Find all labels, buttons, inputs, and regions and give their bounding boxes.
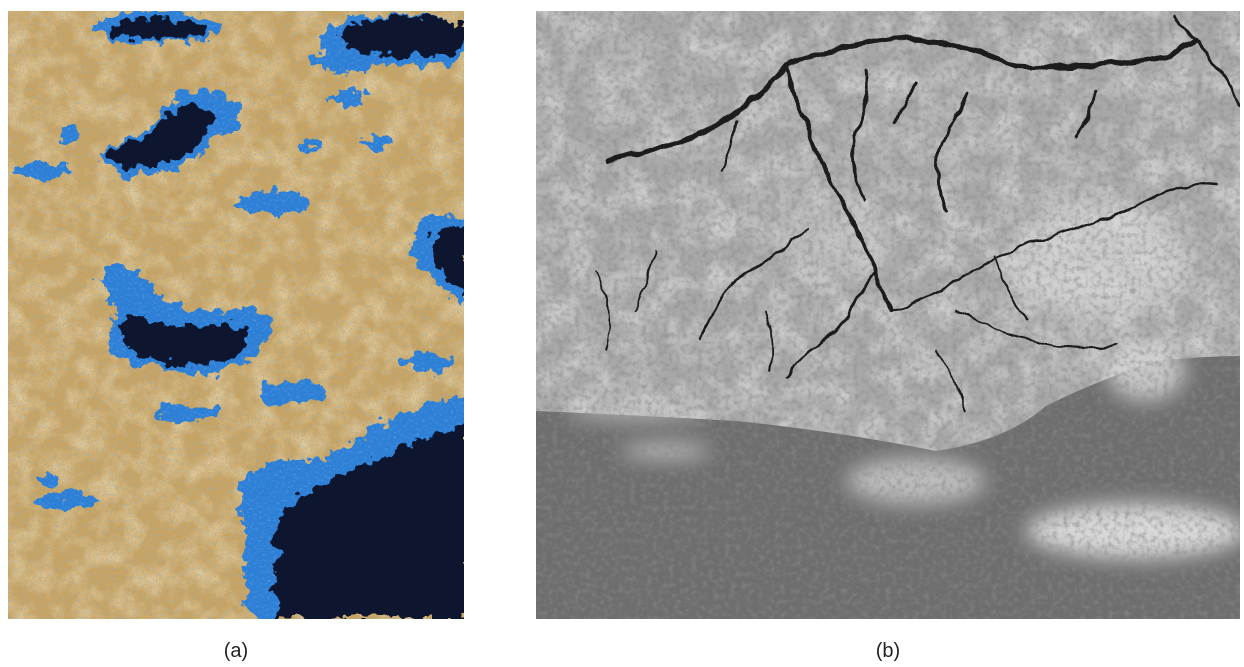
grain: [536, 11, 1240, 619]
image-panel-b: [536, 11, 1240, 619]
panel-a-caption: (a): [223, 640, 249, 662]
channels: [595, 14, 1240, 412]
terrain-lakes-image: [8, 11, 464, 619]
channel-network-image: [536, 11, 1240, 619]
image-panel-a: [8, 11, 464, 619]
lakes-inner: [108, 17, 464, 619]
panel-b-caption: (b): [875, 640, 901, 662]
